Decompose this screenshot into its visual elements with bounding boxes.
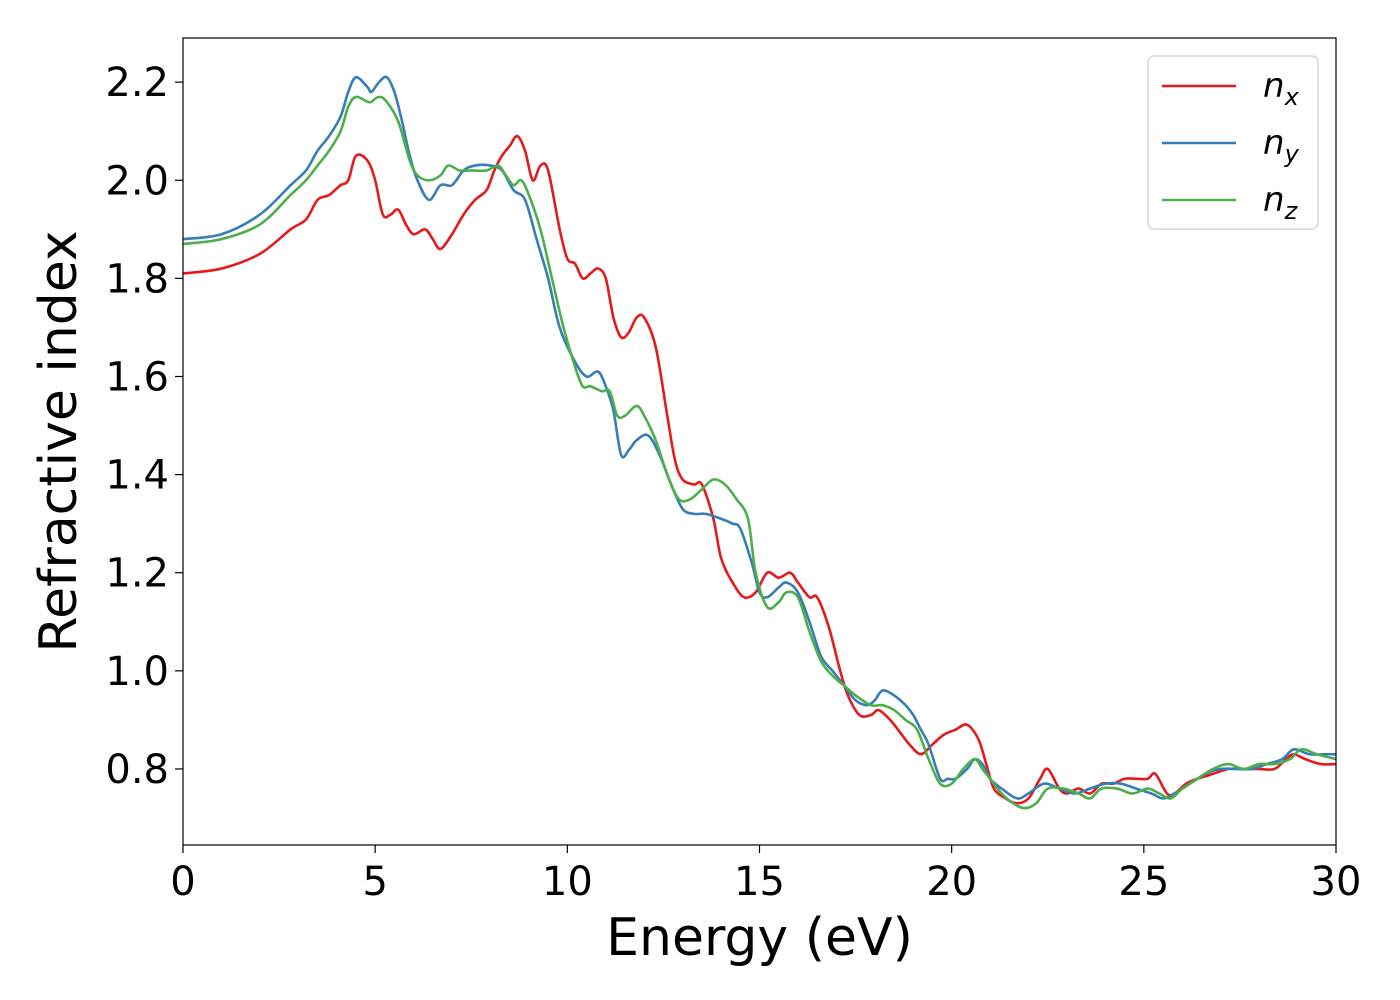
x-tick-label: 10 bbox=[542, 859, 593, 905]
y-tick-label: 1.4 bbox=[105, 453, 169, 499]
y-tick-label: 1.8 bbox=[105, 256, 169, 302]
ticks-layer: 0 5 10 15 20 25 30 0.8 1.0 1.2 1.4 1.6 1.8 2.0 2.2 bbox=[105, 60, 1361, 905]
x-tick-label: 0 bbox=[170, 859, 195, 905]
y-tick-label: 1.2 bbox=[105, 551, 169, 597]
y-tick-label: 2.0 bbox=[105, 158, 169, 204]
x-tick-label: 20 bbox=[926, 859, 977, 905]
x-axis-label: Energy (eV) bbox=[606, 908, 913, 968]
y-tick-label: 1.0 bbox=[105, 649, 169, 695]
series-line-z bbox=[183, 95, 1336, 810]
y-axis-label: Refractive index bbox=[29, 230, 89, 652]
series-line-x bbox=[183, 134, 1336, 805]
y-tick-label: 1.6 bbox=[105, 354, 169, 400]
y-tick-label: 2.2 bbox=[105, 60, 169, 106]
legend: nx ny nz bbox=[1147, 55, 1319, 230]
series-layer bbox=[183, 75, 1336, 810]
x-tick-label: 15 bbox=[734, 859, 785, 905]
x-tick-label: 30 bbox=[1311, 859, 1362, 905]
legend-label-y: ny bbox=[1263, 123, 1300, 168]
legend-items: nx ny nz bbox=[1162, 66, 1300, 225]
legend-label-x: nx bbox=[1263, 66, 1300, 111]
y-tick-label: 0.8 bbox=[105, 747, 169, 793]
legend-label-z: nz bbox=[1263, 180, 1299, 225]
x-tick-label: 5 bbox=[362, 859, 387, 905]
x-tick-label: 25 bbox=[1118, 859, 1169, 905]
